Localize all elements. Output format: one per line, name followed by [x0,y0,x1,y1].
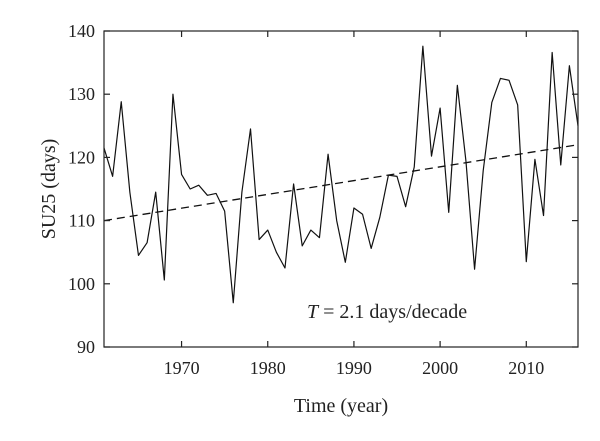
trend-line [103,144,579,222]
x-tick-label: 2000 [422,358,458,378]
y-tick-label: 140 [68,21,95,41]
y-axis-label: SU25 (days) [38,139,60,240]
plot-area [103,45,579,304]
trend-symbol: T [307,301,320,323]
y-axis-ticks: 90 100 110 120 130 140 [68,21,578,357]
y-tick-label: 90 [77,337,95,357]
x-tick-label: 1990 [336,358,372,378]
y-tick-label: 110 [69,211,95,231]
x-tick-label: 2010 [508,358,544,378]
x-axis-ticks: 1970 1980 1990 2000 2010 [164,31,544,378]
trend-annotation: T = 2.1 days/decade [307,301,467,323]
x-axis-label: Time (year) [294,395,388,417]
x-tick-label: 1970 [164,358,200,378]
y-tick-label: 100 [68,274,95,294]
y-tick-label: 120 [68,147,95,167]
y-tick-label: 130 [68,84,95,104]
x-tick-label: 1980 [250,358,286,378]
trend-value-text: = 2.1 days/decade [318,301,467,323]
plot-frame [103,30,579,348]
su25-series-line [103,45,579,304]
